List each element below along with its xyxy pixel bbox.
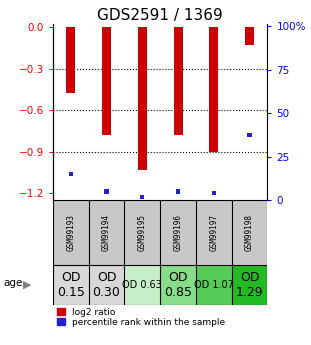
Text: age: age (3, 278, 22, 288)
Bar (196, 200, 232, 265)
Bar (53, 200, 89, 265)
Text: OD 0.63: OD 0.63 (123, 280, 162, 290)
Text: OD
0.15: OD 0.15 (57, 271, 85, 299)
Bar (89, 200, 124, 265)
Bar (160, 200, 196, 265)
Bar (160, 265, 196, 305)
Bar (104, 189, 109, 194)
Text: GSM99198: GSM99198 (245, 214, 254, 251)
Bar (245, 27, 254, 45)
Bar (53, 265, 89, 305)
Bar (212, 191, 216, 195)
Text: GSM99197: GSM99197 (209, 214, 218, 251)
Text: OD 1.07: OD 1.07 (194, 280, 234, 290)
Title: GDS2591 / 1369: GDS2591 / 1369 (97, 8, 223, 23)
Legend: log2 ratio, percentile rank within the sample: log2 ratio, percentile rank within the s… (58, 307, 225, 327)
Text: GSM99194: GSM99194 (102, 214, 111, 251)
Bar (174, 27, 183, 135)
Text: OD
0.30: OD 0.30 (93, 271, 120, 299)
Bar (196, 265, 232, 305)
Bar (209, 27, 218, 152)
Bar (124, 200, 160, 265)
Text: OD
1.29: OD 1.29 (236, 271, 263, 299)
Bar (232, 200, 267, 265)
Bar (176, 189, 180, 194)
Bar (140, 195, 144, 199)
Text: GSM99193: GSM99193 (66, 214, 75, 251)
Bar (66, 27, 75, 93)
Text: GSM99196: GSM99196 (174, 214, 183, 251)
Text: GSM99195: GSM99195 (138, 214, 147, 251)
Text: ▶: ▶ (23, 280, 32, 290)
Bar (232, 265, 267, 305)
Bar (89, 265, 124, 305)
Bar (69, 171, 73, 176)
Bar (102, 27, 111, 135)
Text: OD
0.85: OD 0.85 (164, 271, 192, 299)
Bar (124, 265, 160, 305)
Bar (138, 27, 147, 170)
Bar (248, 133, 252, 137)
